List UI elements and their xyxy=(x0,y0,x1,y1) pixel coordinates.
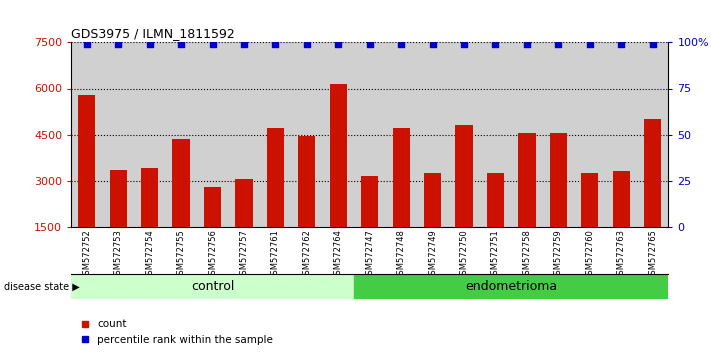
Bar xyxy=(166,42,197,227)
Bar xyxy=(518,133,535,227)
Bar xyxy=(606,42,637,227)
Point xyxy=(144,41,156,47)
Bar xyxy=(291,42,323,227)
Bar xyxy=(134,42,166,227)
Bar xyxy=(109,170,127,227)
Bar xyxy=(487,173,504,227)
Bar xyxy=(204,187,221,227)
Bar xyxy=(455,125,473,227)
Point xyxy=(584,41,595,47)
Bar xyxy=(644,119,661,227)
Bar xyxy=(542,42,574,227)
Text: GDS3975 / ILMN_1811592: GDS3975 / ILMN_1811592 xyxy=(71,27,235,40)
Point xyxy=(427,41,438,47)
Point xyxy=(112,41,124,47)
Point xyxy=(176,41,187,47)
Bar xyxy=(260,42,291,227)
Point xyxy=(395,41,407,47)
Point xyxy=(81,41,92,47)
Point xyxy=(647,41,658,47)
Bar xyxy=(267,129,284,227)
Bar xyxy=(78,95,95,227)
Bar xyxy=(323,42,354,227)
Bar xyxy=(71,274,354,299)
Bar xyxy=(173,139,190,227)
Bar xyxy=(449,42,480,227)
Bar xyxy=(392,129,410,227)
Text: control: control xyxy=(191,280,234,293)
Point xyxy=(490,41,501,47)
Bar xyxy=(228,42,260,227)
Bar xyxy=(298,136,316,227)
Bar xyxy=(424,173,442,227)
Point xyxy=(301,41,313,47)
Bar xyxy=(71,42,102,227)
Bar xyxy=(102,42,134,227)
Bar xyxy=(574,42,606,227)
Point xyxy=(521,41,533,47)
Point xyxy=(238,41,250,47)
Point xyxy=(269,41,281,47)
Bar xyxy=(330,84,347,227)
Bar xyxy=(197,42,228,227)
Bar xyxy=(637,42,668,227)
Bar xyxy=(235,179,252,227)
Bar xyxy=(141,168,159,227)
Bar xyxy=(480,42,511,227)
Bar xyxy=(354,42,385,227)
Bar xyxy=(550,133,567,227)
Bar xyxy=(613,171,630,227)
Bar xyxy=(417,42,449,227)
Bar xyxy=(385,42,417,227)
Text: endometrioma: endometrioma xyxy=(465,280,557,293)
Text: disease state ▶: disease state ▶ xyxy=(4,282,80,292)
Point xyxy=(207,41,218,47)
Point xyxy=(333,41,344,47)
Point xyxy=(616,41,627,47)
Bar xyxy=(354,274,668,299)
Point xyxy=(364,41,375,47)
Bar xyxy=(581,173,599,227)
Bar xyxy=(361,176,378,227)
Point xyxy=(459,41,470,47)
Bar xyxy=(511,42,542,227)
Point xyxy=(552,41,564,47)
Legend: count, percentile rank within the sample: count, percentile rank within the sample xyxy=(76,315,277,349)
